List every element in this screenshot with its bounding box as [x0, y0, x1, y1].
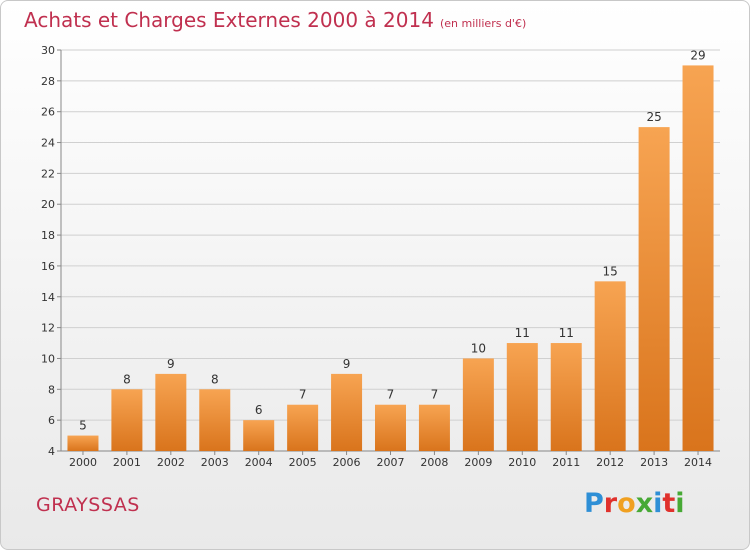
- x-tick-label: 2006: [333, 456, 361, 469]
- y-tick-label: 30: [41, 44, 55, 57]
- x-tick-label: 2008: [420, 456, 448, 469]
- y-tick-label: 26: [41, 106, 55, 119]
- x-tick-label: 2012: [596, 456, 624, 469]
- data-label: 7: [299, 388, 307, 402]
- data-label: 29: [690, 48, 705, 62]
- logo-letter: i: [675, 488, 685, 519]
- bar: [287, 404, 319, 451]
- x-tick-label: 2000: [69, 456, 97, 469]
- logo-letter: x: [635, 488, 654, 519]
- bar: [111, 389, 143, 451]
- y-tick-label: 12: [41, 322, 55, 335]
- data-label: 6: [255, 403, 263, 417]
- data-label: 11: [559, 326, 574, 340]
- place-name: GRAYSSAS: [36, 494, 140, 516]
- y-tick-label: 24: [41, 137, 55, 150]
- x-tick-label: 2004: [245, 456, 273, 469]
- x-tick-label: 2005: [289, 456, 317, 469]
- x-tick-label: 2014: [684, 456, 712, 469]
- x-tick-label: 2009: [464, 456, 492, 469]
- data-label: 15: [603, 264, 618, 278]
- logo-letter: o: [617, 488, 636, 519]
- logo-letter: i: [653, 488, 663, 519]
- data-label: 10: [471, 341, 486, 355]
- bar: [638, 127, 670, 451]
- y-tick-label: 10: [41, 352, 55, 365]
- data-label: 7: [387, 388, 395, 402]
- x-tick-label: 2002: [157, 456, 185, 469]
- logo-letter: t: [662, 488, 676, 519]
- x-tick-label: 2003: [201, 456, 229, 469]
- logo-letter: r: [603, 488, 618, 519]
- x-tick-label: 2010: [508, 456, 536, 469]
- bar: [155, 373, 187, 451]
- bar: [462, 358, 494, 451]
- bar: [682, 65, 714, 451]
- y-tick-label: 16: [41, 260, 55, 273]
- y-tick-label: 20: [41, 198, 55, 211]
- y-tick-label: 6: [48, 414, 55, 427]
- logo-letter: P: [584, 488, 604, 519]
- data-label: 9: [343, 357, 351, 371]
- data-label: 8: [123, 372, 131, 386]
- bar: [418, 404, 450, 451]
- bar: [550, 343, 582, 451]
- tick-labels: 4 6 8 10 12 14 16 18 20 22 24 26 28 30 2000 2001 2002 200…: [41, 44, 712, 469]
- bar: [506, 343, 538, 451]
- data-label: 9: [167, 357, 175, 371]
- bar: [67, 435, 99, 451]
- x-tick-label: 2013: [640, 456, 668, 469]
- y-tick-label: 8: [48, 383, 55, 396]
- y-tick-label: 14: [41, 291, 55, 304]
- bar: [331, 373, 363, 451]
- bar: [199, 389, 231, 451]
- data-label: 7: [431, 388, 439, 402]
- chart-title-text: Achats et Charges Externes 2000 à 2014: [24, 8, 434, 32]
- x-tick-label: 2001: [113, 456, 141, 469]
- data-label: 8: [211, 372, 219, 386]
- data-label: 25: [646, 110, 661, 124]
- y-tick-label: 22: [41, 167, 55, 180]
- data-label: 5: [79, 419, 87, 433]
- proxiti-logo: Proxiti: [584, 488, 685, 519]
- bar: [594, 281, 626, 451]
- y-tick-label: 4: [48, 445, 55, 458]
- chart-subtitle: (en milliers d'€): [439, 17, 527, 30]
- bar: [375, 404, 406, 451]
- bars: [67, 65, 714, 451]
- bar: [243, 420, 275, 451]
- data-labels: 5 8 9 8 6 7 9 7 7 10 11 11 15 25 29: [79, 48, 706, 432]
- y-tick-label: 28: [41, 75, 55, 88]
- x-tick-label: 2011: [552, 456, 580, 469]
- chart-title: Achats et Charges Externes 2000 à 2014 (e…: [24, 8, 526, 32]
- data-label: 11: [515, 326, 530, 340]
- y-tick-label: 18: [41, 229, 55, 242]
- x-tick-label: 2007: [377, 456, 405, 469]
